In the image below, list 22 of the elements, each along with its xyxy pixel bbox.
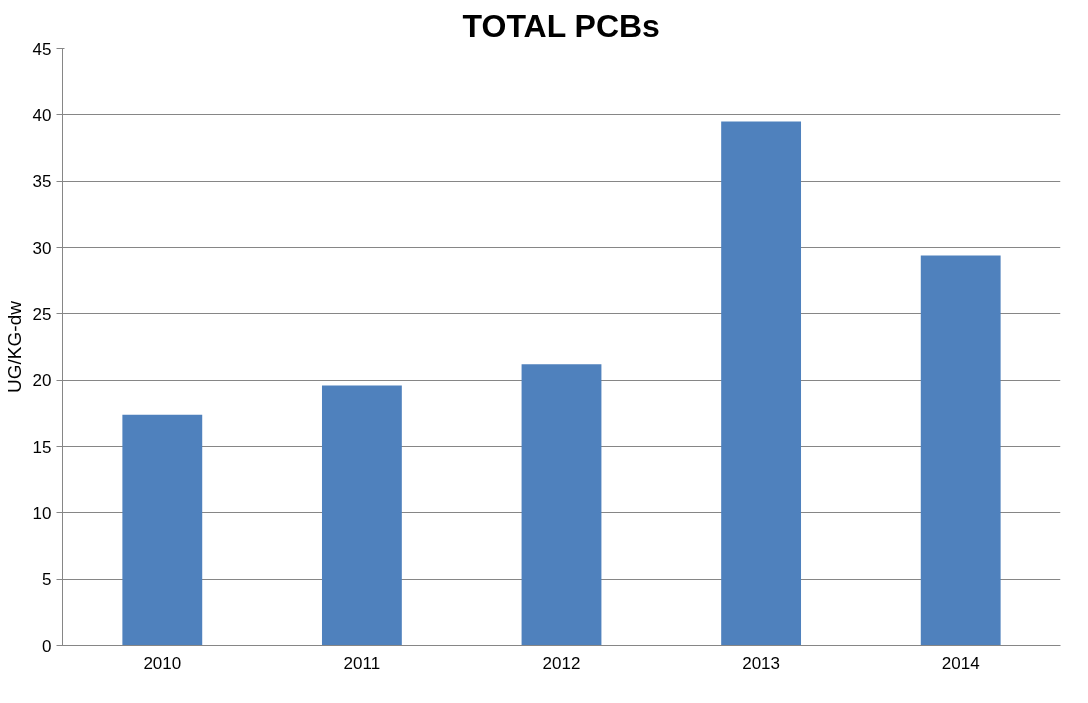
x-tick-label: 2012 — [542, 653, 581, 673]
bar — [122, 414, 203, 646]
y-tick-label: 0 — [42, 636, 52, 656]
y-tick-label: 15 — [32, 437, 52, 457]
bar — [721, 121, 802, 646]
y-tick-label: 25 — [32, 304, 52, 324]
x-tick-label: 2011 — [343, 653, 381, 673]
x-tick-label: 2010 — [143, 653, 182, 673]
bar — [521, 364, 602, 646]
y-tick-label: 40 — [32, 105, 52, 125]
y-axis-title: UG/KG-dw — [3, 300, 25, 393]
x-tick-label: 2014 — [941, 653, 980, 673]
y-tick-label: 5 — [42, 570, 52, 590]
y-tick-label: 45 — [32, 39, 52, 59]
y-tick-label: 20 — [32, 371, 52, 391]
y-tick-label: 10 — [32, 503, 52, 523]
y-tick-label: 30 — [32, 238, 52, 258]
y-tick-label: 35 — [32, 172, 52, 192]
bar — [321, 385, 402, 646]
x-tick-label: 2013 — [742, 653, 781, 673]
bar — [920, 255, 1001, 646]
chart-title: TOTAL PCBs — [462, 7, 660, 44]
